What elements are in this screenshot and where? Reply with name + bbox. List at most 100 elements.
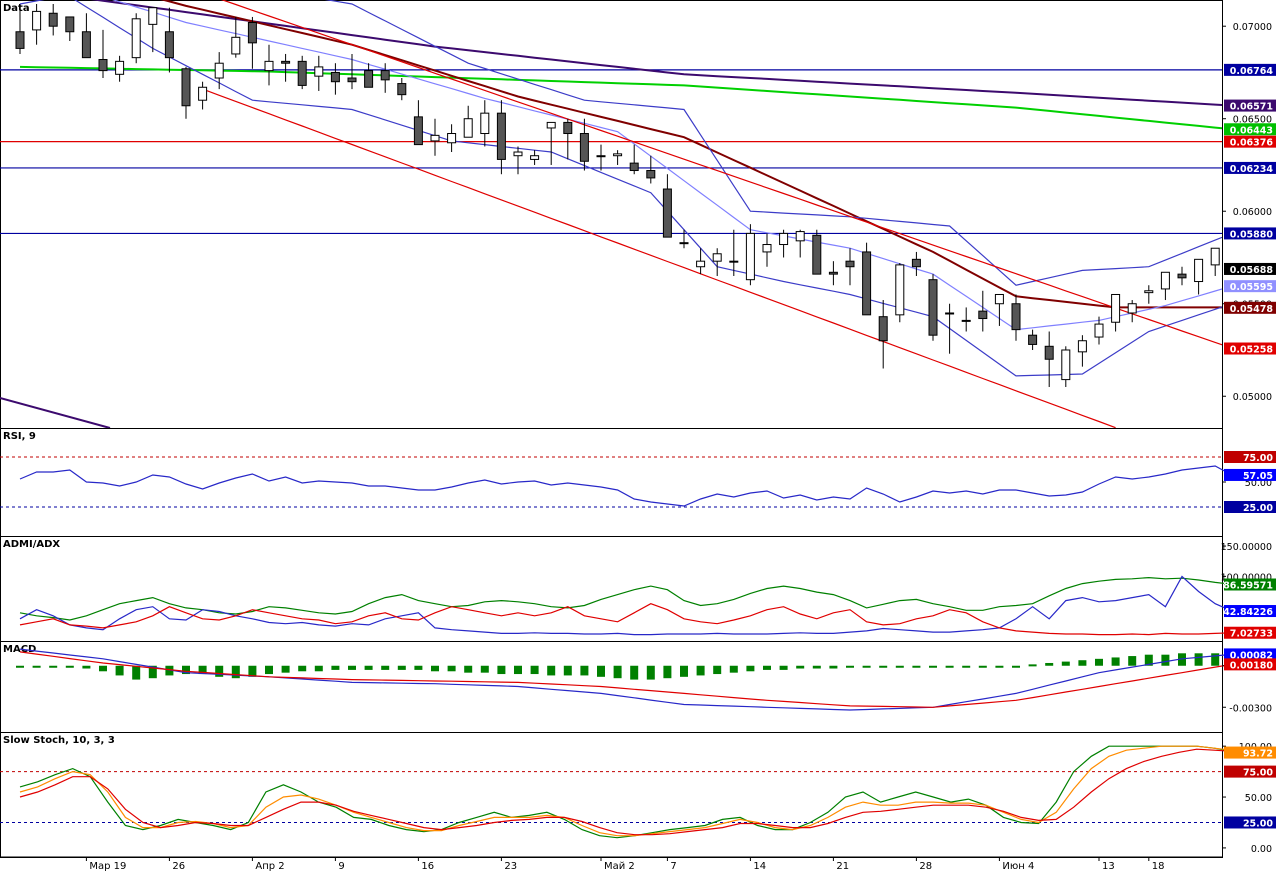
series-adx [19,576,1232,621]
price-tag-label: 0.05880 [1230,229,1274,240]
macd-histogram-bar [16,665,24,668]
candle-body [795,231,805,242]
candle-body [413,116,423,146]
axis-tick-label: 0.06500 [1233,115,1272,126]
panel-rsi [0,428,1223,537]
macd-histogram-bar [1095,658,1103,666]
macd-histogram-bar [215,665,224,677]
macd-histogram-bar [646,665,655,680]
candle-body [596,155,606,158]
macd-histogram-bar [148,665,157,679]
macd-histogram-bar [812,665,821,669]
macd-histogram-bar [364,665,373,670]
x-tick-label: 21 [836,861,849,872]
candle-body [181,68,191,107]
macd-histogram-bar [65,665,74,668]
macd-histogram-bar [314,665,323,672]
macd-histogram-bar [680,665,688,677]
panel-title-bg [1,642,32,654]
price-tag [1224,765,1276,778]
candle-body [961,319,971,322]
macd-histogram-bar [1128,656,1137,666]
macd-histogram-bar [99,665,107,672]
candle-body [314,66,324,77]
price-tag-label: 0.06234 [1230,164,1274,175]
panel-title-bg [1,429,45,441]
macd-histogram-bar [763,665,771,670]
price-tag-label: 0.05688 [1230,265,1274,276]
chart-marks [0,0,1236,839]
macd-histogram-bar [929,665,937,668]
panel-adx [0,536,1223,642]
price-tag-label: 0.00082 [1230,650,1273,661]
price-tag-label: 0.00180 [1230,660,1274,671]
candle-body [264,60,274,72]
price-tag-label: 0.05258 [1230,345,1274,356]
macd-histogram-bar [530,665,539,675]
series--di [19,603,1232,636]
macd-histogram-bar [165,665,174,676]
candle-body [646,170,656,179]
x-tick-label: 13 [1102,861,1115,872]
axis-tick-label: 0.06000 [1233,207,1272,218]
price-tag [1224,99,1276,112]
x-tick-label: Май 2 [604,861,635,872]
marks-macd [16,648,1236,711]
axis-tick-label: 50.00 [1245,478,1272,489]
candle-body [546,121,556,129]
price-tag [1224,746,1276,759]
candle-body [32,10,42,31]
candle-body [1194,258,1204,283]
macd-histogram-bar [132,665,141,680]
candle-body [1044,345,1054,360]
candle-body [878,316,888,342]
candle-body [978,310,988,320]
overlay-bb-lower [74,0,1222,377]
overlay-ma [160,0,1222,309]
price-marks [0,0,1222,428]
overlay-bb-upper [19,0,1222,286]
macd-histogram-bar [32,665,41,668]
macd-histogram-bar [115,665,124,676]
macd-histogram-bar [1028,664,1037,667]
x-tick-label: 18 [1152,861,1165,872]
candle-body [480,112,490,135]
macd-histogram-bar [580,665,589,676]
macd-histogram-bar [231,665,240,679]
price-tag-label: 25.00 [1243,818,1273,829]
candle-body [48,12,58,27]
price-tag-label: 86.59571 [1223,581,1273,592]
price-tag-label: 0.06764 [1230,66,1274,77]
price-tag-label: 7.02733 [1230,629,1273,640]
candle-body [530,155,540,160]
macd-histogram-bar [862,665,871,668]
candle-body [81,31,91,59]
candle-body [1177,273,1187,279]
x-tick-label: 23 [504,861,517,872]
price-tag [1224,301,1276,314]
candle-body [945,312,955,315]
candle-body [214,62,224,79]
macd-histogram-bar [431,665,439,672]
macd-histogram-bar [265,665,273,675]
series--di [19,575,1233,636]
candle-body [696,260,706,268]
candle-body [496,112,506,160]
macd-histogram-bar [1045,662,1054,666]
panels: Data RSI, 9 ADMI/ADX MACD Slow Stoch, 10, 3,… [0,0,1223,858]
axis-tick-label: 0.00 [1251,844,1272,855]
macd-histogram-bar [597,665,605,677]
macd-histogram-bar [464,665,473,673]
candle-body [1094,323,1104,338]
macd-histogram-bar [82,665,91,669]
axis-tick-label: 150.00000 [1221,542,1272,553]
price-tag [1224,605,1276,618]
x-tick-label: 7 [670,861,676,872]
panel-title-bg [1,733,137,745]
macd-histogram-bar [613,665,622,679]
candle-body [297,60,307,86]
macd-histogram-bar [829,665,838,669]
x-tick-label: 26 [172,861,185,872]
axis-tick-label: 100.00000 [1221,572,1272,583]
marks-adx [19,575,1233,636]
